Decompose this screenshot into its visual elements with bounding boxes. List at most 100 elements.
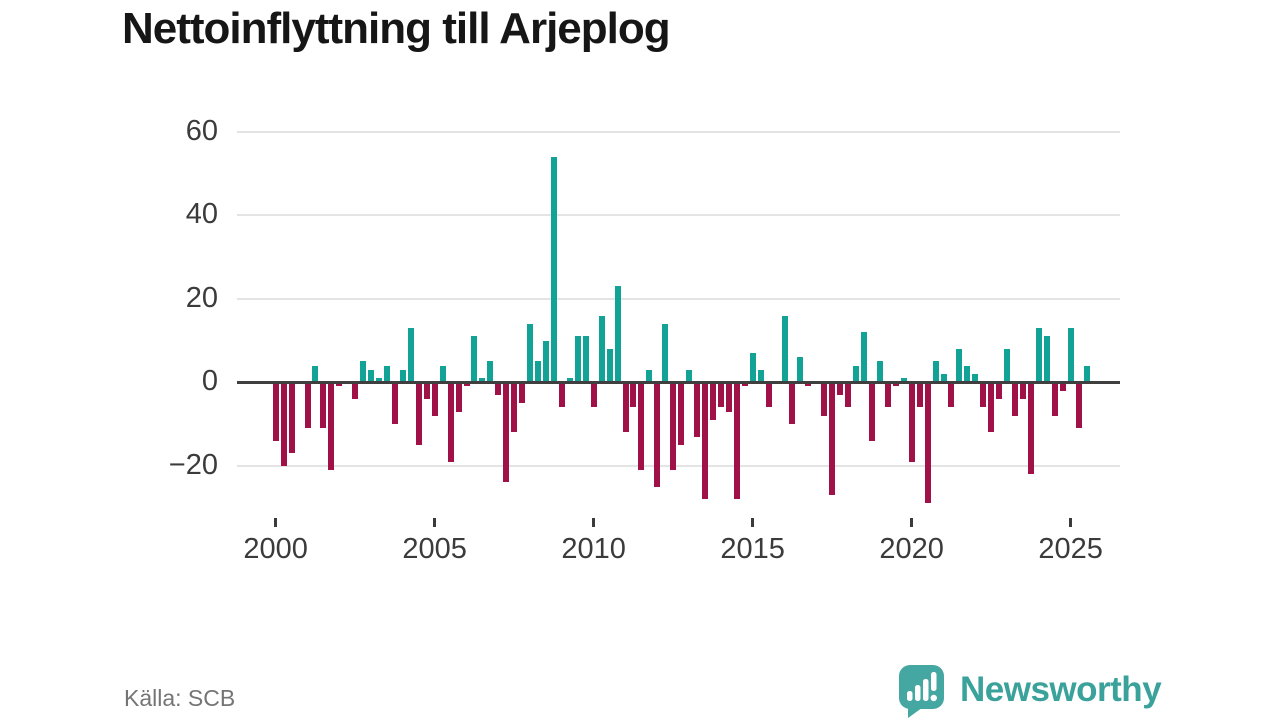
brand-logo: Newsworthy — [898, 664, 1162, 720]
bar-q31 — [519, 382, 526, 404]
bar-q95 — [1027, 382, 1034, 475]
bar-q61 — [757, 369, 764, 383]
gridline-y--20 — [237, 464, 1120, 467]
x-axis-tick-2025 — [1069, 518, 1073, 527]
x-axis-label: 2015 — [720, 533, 785, 565]
bar-q102 — [1083, 365, 1090, 383]
newsworthy-logo-icon — [899, 665, 944, 718]
x-axis-label: 2010 — [561, 533, 626, 565]
bar-q6 — [320, 382, 327, 429]
x-axis-tick-2005 — [433, 518, 437, 527]
bar-q99 — [1059, 382, 1066, 391]
bar-q17 — [407, 328, 414, 383]
bar-q26 — [479, 378, 486, 383]
x-axis-tick-2020 — [910, 518, 914, 527]
bar-q52 — [686, 369, 693, 383]
bar-q87 — [964, 365, 971, 383]
bar-q93 — [1012, 382, 1019, 416]
bar-q75 — [868, 382, 875, 441]
bar-q43 — [614, 286, 621, 383]
bar-q50 — [670, 382, 677, 470]
x-axis-tick-2015 — [751, 518, 755, 527]
x-axis-label: 2000 — [243, 533, 308, 565]
bar-q71 — [837, 382, 844, 395]
bar-q46 — [638, 382, 645, 470]
bar-q70 — [829, 382, 836, 496]
bar-q0 — [272, 382, 279, 441]
gridline-y-20 — [237, 297, 1120, 300]
y-axis-label: −20 — [168, 448, 218, 481]
bar-q48 — [654, 382, 661, 487]
bar-q55 — [709, 382, 716, 420]
bar-q83 — [932, 361, 939, 383]
bar-q20 — [431, 382, 438, 416]
bar-q23 — [455, 382, 462, 412]
bar-q5 — [312, 365, 319, 383]
bar-q89 — [980, 382, 987, 408]
y-axis-label: 40 — [185, 198, 218, 231]
bar-q29 — [503, 382, 510, 483]
bar-q40 — [590, 382, 597, 408]
bar-q13 — [376, 378, 383, 383]
bar-q38 — [574, 336, 581, 383]
x-axis-tick-2010 — [592, 518, 596, 527]
bar-q35 — [550, 156, 557, 383]
bar-q98 — [1051, 382, 1058, 416]
bar-q67 — [805, 382, 812, 387]
y-axis-label: 60 — [185, 114, 218, 147]
x-axis-label: 2025 — [1038, 533, 1103, 565]
gridline-y-40 — [237, 214, 1120, 217]
bar-q59 — [741, 382, 748, 387]
bar-q21 — [439, 365, 446, 383]
x-axis-zero-line — [237, 380, 1120, 384]
bar-q96 — [1035, 328, 1042, 383]
bar-q25 — [471, 336, 478, 383]
bar-q101 — [1075, 382, 1082, 429]
bar-q69 — [821, 382, 828, 416]
chart-title: Nettoinflyttning till Arjeplog — [122, 4, 671, 53]
bar-q54 — [702, 382, 708, 500]
bar-q47 — [646, 369, 653, 383]
bar-q19 — [423, 382, 430, 399]
bar-q60 — [749, 353, 756, 383]
bar-q90 — [988, 382, 995, 433]
bar-q78 — [892, 382, 899, 387]
bar-q32 — [527, 323, 534, 383]
bar-q18 — [415, 382, 422, 445]
bar-q30 — [511, 382, 518, 433]
bar-q92 — [1004, 348, 1011, 383]
bar-q64 — [781, 315, 788, 383]
bar-q45 — [630, 382, 637, 408]
bar-q51 — [678, 382, 685, 445]
bar-q7 — [328, 382, 335, 470]
bar-q49 — [662, 323, 669, 383]
bar-q39 — [582, 336, 589, 383]
bar-q16 — [399, 369, 406, 383]
bar-q10 — [352, 382, 359, 399]
bar-q80 — [908, 382, 915, 462]
bar-q97 — [1043, 336, 1050, 383]
x-axis-label: 2020 — [879, 533, 944, 565]
y-axis-label: 20 — [185, 281, 218, 314]
bar-q57 — [725, 382, 732, 412]
bar-q82 — [924, 382, 931, 504]
bar-q4 — [304, 382, 311, 429]
x-axis-label: 2005 — [402, 533, 467, 565]
bar-q33 — [535, 361, 542, 383]
bar-q76 — [876, 361, 883, 383]
bar-q74 — [861, 332, 867, 383]
gridline-y-60 — [237, 130, 1120, 133]
bar-q41 — [598, 315, 605, 383]
bar-q22 — [447, 382, 454, 462]
y-axis-label: 0 — [201, 365, 218, 398]
bar-q11 — [360, 361, 367, 383]
bar-q37 — [566, 378, 573, 383]
bar-q42 — [606, 348, 613, 383]
bar-q65 — [789, 382, 796, 425]
bar-q94 — [1020, 382, 1026, 399]
bar-q15 — [391, 382, 398, 425]
bar-q88 — [972, 373, 979, 383]
bar-q44 — [622, 382, 629, 433]
